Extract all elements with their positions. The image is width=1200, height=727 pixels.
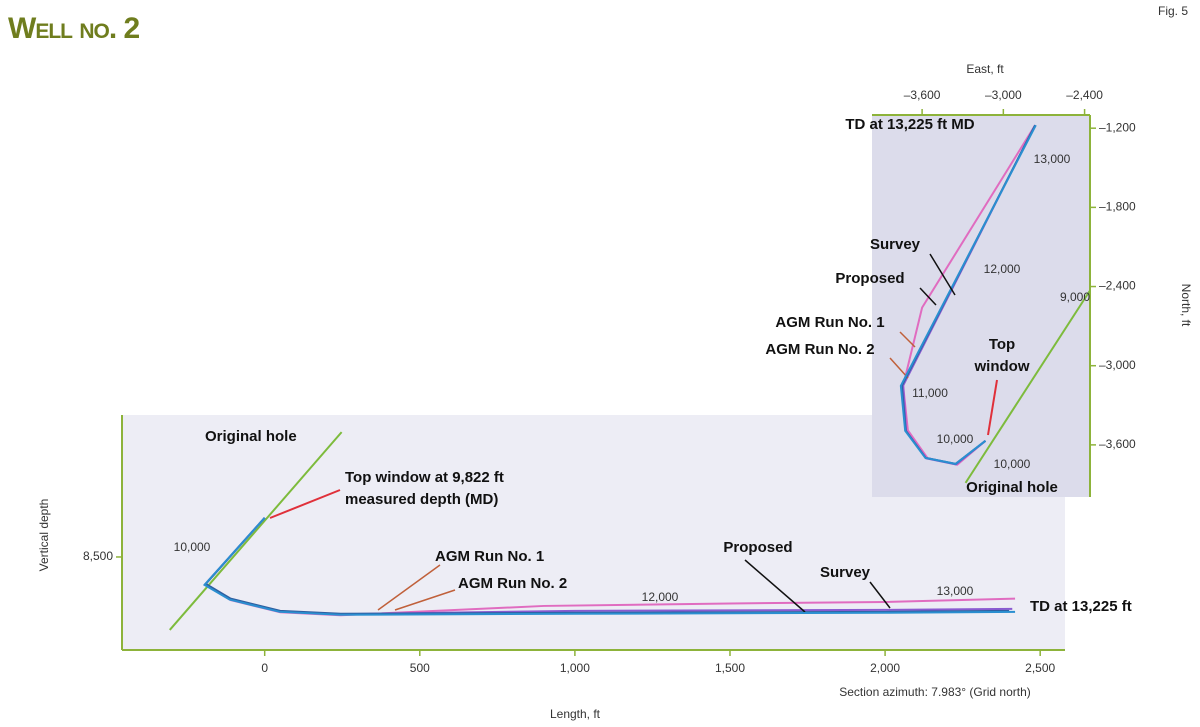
- y-tick-label: –3,000: [1099, 358, 1136, 372]
- x-tick-label: 2,000: [870, 661, 900, 675]
- y-axis-title: Vertical depth: [37, 499, 51, 572]
- series-label: Proposed: [835, 270, 904, 287]
- annotation: Top window at 9,822 ft: [345, 469, 504, 486]
- annotation: window: [974, 358, 1030, 375]
- annotation: 10,000: [994, 457, 1031, 471]
- y-tick-label: –1,200: [1099, 120, 1136, 134]
- y-tick-label: –2,400: [1099, 279, 1136, 293]
- annotation: 11,000: [912, 386, 948, 400]
- x-tick-label: –2,400: [1066, 88, 1103, 102]
- callout-leader: [919, 287, 937, 306]
- figure-title: Well no. 2: [8, 12, 139, 45]
- annotation: TD at 13,225 ft MD: [845, 116, 974, 133]
- x-tick-label: –3,000: [985, 88, 1022, 102]
- series-label: AGM Run No. 2: [458, 575, 567, 592]
- series-label: Original hole: [966, 479, 1058, 496]
- annotation: 13,000: [1034, 152, 1071, 166]
- callout-leader: [869, 581, 891, 609]
- callout-leader: [987, 379, 998, 436]
- annotation: 10,000: [174, 540, 211, 554]
- callout-leader: [377, 564, 441, 611]
- series-label: Original hole: [205, 428, 297, 445]
- y-tick-label: –3,600: [1099, 437, 1136, 451]
- x-axis-title: East, ft: [966, 62, 1004, 76]
- annotation: Top: [989, 336, 1015, 353]
- callout-leader: [899, 331, 916, 348]
- x-tick-label: 1,000: [560, 661, 590, 675]
- series-label: Proposed: [723, 539, 792, 556]
- callout-leader: [744, 559, 806, 613]
- trajectory: [964, 289, 1091, 484]
- series-label: Survey: [870, 236, 921, 253]
- callout-leader: [269, 489, 341, 519]
- note: Section azimuth: 7.983° (Grid north): [839, 685, 1031, 699]
- y-axis-title: North, ft: [1179, 284, 1193, 327]
- plot-area: [872, 115, 1090, 497]
- y-tick-label: 8,500: [83, 549, 113, 563]
- series-label: Survey: [820, 564, 871, 581]
- y-tick-label: –1,800: [1099, 200, 1136, 214]
- annotation: 9,000: [1060, 290, 1090, 304]
- figure-label: Fig. 5: [1158, 4, 1188, 18]
- series-label: AGM Run No. 1: [435, 548, 544, 565]
- trajectory: [899, 124, 1037, 465]
- callout-leader: [889, 357, 909, 379]
- x-tick-label: 0: [261, 661, 268, 675]
- series-label: AGM Run No. 2: [765, 341, 874, 358]
- series-label: AGM Run No. 1: [775, 314, 884, 331]
- x-tick-label: –3,600: [904, 88, 941, 102]
- x-tick-label: 500: [410, 661, 430, 675]
- callout-leader: [929, 253, 956, 296]
- x-tick-label: 1,500: [715, 661, 745, 675]
- trajectory: [902, 124, 1037, 466]
- x-tick-label: 2,500: [1025, 661, 1055, 675]
- annotation: 13,000: [937, 584, 974, 598]
- annotation: 12,000: [984, 262, 1021, 276]
- trajectory: [202, 517, 1016, 616]
- annotation: TD at 13,225 ft: [1030, 598, 1132, 615]
- annotation: measured depth (MD): [345, 491, 498, 508]
- callout-leader: [394, 589, 456, 611]
- trajectory: [169, 431, 343, 631]
- annotation: 10,000: [937, 432, 974, 446]
- x-axis-title: Length, ft: [550, 707, 601, 721]
- annotation: 12,000: [642, 590, 679, 604]
